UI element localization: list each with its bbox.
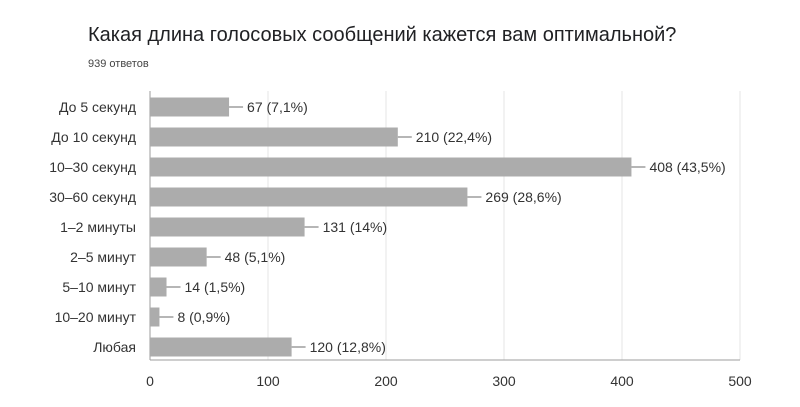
x-tick-label: 200 [374, 373, 398, 389]
category-label: 2–5 минут [70, 249, 136, 265]
x-tick-label: 500 [728, 373, 752, 389]
bar [150, 187, 468, 207]
category-label: Любая [93, 339, 136, 355]
data-label: 120 (12,8%) [310, 339, 386, 355]
bar [150, 247, 207, 267]
category-label: 10–30 секунд [49, 159, 136, 175]
bar [150, 127, 398, 147]
bar [150, 97, 230, 117]
bar [150, 307, 160, 327]
data-label: 8 (0,9%) [177, 309, 230, 325]
bar [150, 217, 305, 237]
category-label: 30–60 секунд [49, 189, 136, 205]
data-label: 408 (43,5%) [649, 159, 725, 175]
category-label: До 10 секунд [51, 129, 136, 145]
data-label: 131 (14%) [323, 219, 388, 235]
category-label: 1–2 минуты [60, 219, 136, 235]
category-label: 5–10 минут [62, 279, 136, 295]
x-tick-label: 0 [146, 373, 154, 389]
category-label: До 5 секунд [59, 99, 136, 115]
data-label: 210 (22,4%) [416, 129, 492, 145]
data-label: 67 (7,1%) [247, 99, 308, 115]
bar [150, 157, 632, 177]
data-label: 48 (5,1%) [225, 249, 286, 265]
category-label: 10–20 минут [55, 309, 137, 325]
data-label: 14 (1,5%) [185, 279, 246, 295]
bar [150, 277, 167, 297]
bar [150, 337, 292, 357]
chart-title: Какая длина голосовых сообщений кажется … [88, 24, 677, 46]
x-tick-label: 400 [610, 373, 634, 389]
x-tick-label: 300 [492, 373, 516, 389]
response-count: 939 ответов [88, 58, 149, 70]
x-tick-label: 100 [256, 373, 280, 389]
data-label: 269 (28,6%) [485, 189, 561, 205]
